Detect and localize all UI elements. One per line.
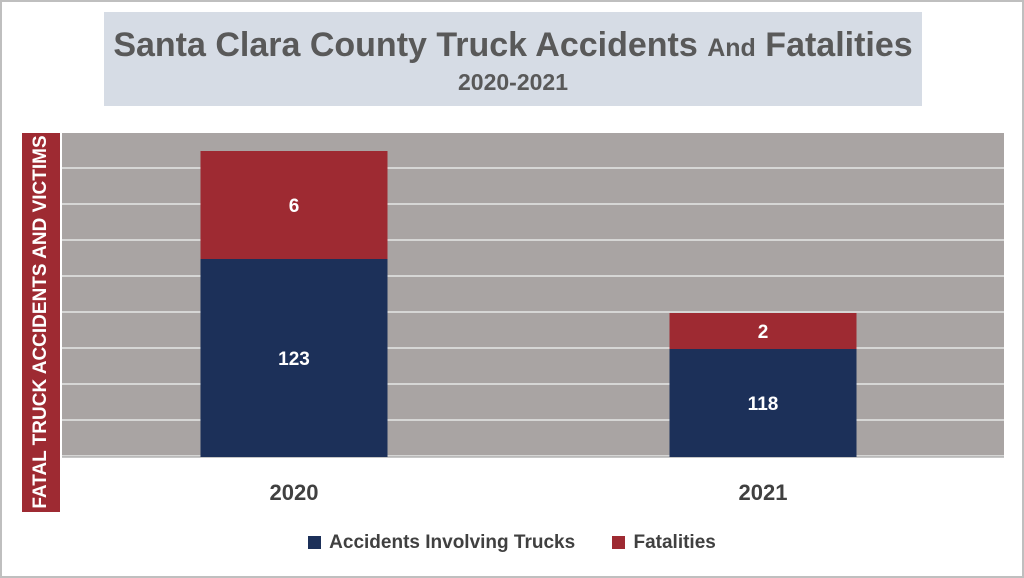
bar-accidents-involving-trucks-2021 — [669, 349, 857, 457]
title-main-text: Santa Clara County Truck Accidents — [113, 26, 698, 64]
data-label-fatalities-2021: 2 — [758, 322, 769, 343]
bar-accidents-involving-trucks-2020 — [200, 259, 388, 457]
legend: Accidents Involving Trucks Fatalities — [0, 532, 1024, 554]
legend-swatch-fatalities — [612, 536, 626, 549]
data-label-fatalities-2020: 6 — [289, 196, 300, 217]
bar-fatalities-2020 — [200, 151, 388, 259]
legend-label-fatalities: Fatalities — [633, 532, 716, 553]
title-box: Santa Clara County Truck Accidents And F… — [104, 12, 922, 106]
legend-swatch-accidents — [308, 536, 322, 549]
data-label-accidents-involving-trucks-2020: 123 — [278, 349, 310, 370]
data-label-accidents-involving-trucks-2021: 118 — [748, 394, 779, 415]
title-small-text: And — [707, 34, 756, 62]
x-tick-label-2020: 2020 — [270, 480, 319, 505]
y-axis-label-box — [22, 133, 60, 512]
bar-fatalities-2021 — [669, 313, 857, 349]
chart-subtitle: 2020-2021 — [458, 69, 568, 95]
legend-item-fatalities: Fatalities — [612, 532, 716, 554]
x-tick-label-2021: 2021 — [739, 480, 788, 505]
chart-title: Santa Clara County Truck Accidents And F… — [104, 26, 922, 65]
title-end-text: Fatalities — [765, 26, 913, 64]
legend-label-accidents: Accidents Involving Trucks — [329, 532, 576, 553]
legend-item-accidents: Accidents Involving Trucks — [308, 532, 575, 554]
